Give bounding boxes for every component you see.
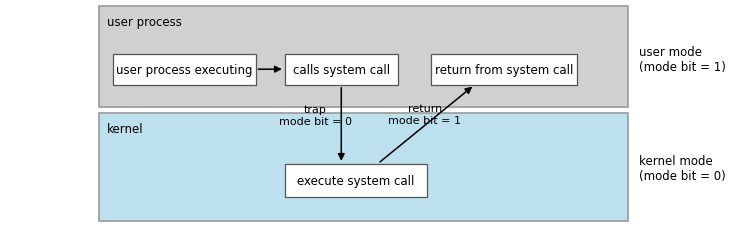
Bar: [113, 54, 256, 85]
Text: user process: user process: [107, 16, 182, 29]
Text: trap
mode bit = 0: trap mode bit = 0: [279, 105, 352, 126]
Bar: [99, 113, 628, 221]
Bar: [285, 54, 398, 85]
Text: execute system call: execute system call: [297, 174, 415, 187]
Bar: [99, 7, 628, 107]
Text: kernel mode
(mode bit = 0): kernel mode (mode bit = 0): [639, 155, 726, 182]
Text: calls system call: calls system call: [293, 63, 390, 76]
Text: user process executing: user process executing: [116, 63, 253, 76]
Bar: [285, 164, 427, 198]
Text: return
mode bit = 1: return mode bit = 1: [388, 103, 461, 125]
Text: return from system call: return from system call: [434, 63, 573, 76]
Text: user mode
(mode bit = 1): user mode (mode bit = 1): [639, 46, 726, 74]
Bar: [431, 54, 577, 85]
Text: kernel: kernel: [107, 122, 144, 135]
